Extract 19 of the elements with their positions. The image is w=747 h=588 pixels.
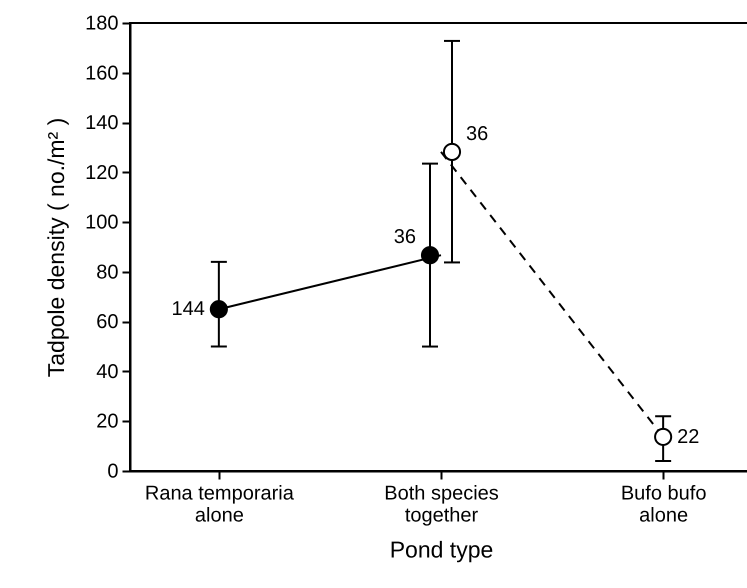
x-tick-label: Rana temporaria alone [144,482,295,526]
y-tick-label: 120 [85,162,118,184]
annotation: 36 [466,122,488,145]
x-axis-title: Pond type [390,536,494,562]
annotation: 144 [171,298,205,320]
y-axis-title: Tadpole density ( no./m² ) [43,118,70,378]
annotation: 36 [394,226,416,248]
y-tick-label: 80 [96,261,118,284]
y-tick-label: 100 [85,212,118,234]
annotation: 22 [677,426,700,448]
y-tick-label: 0 [107,460,118,482]
y-tick-label: 160 [85,62,118,84]
y-tick-label: 60 [96,311,118,334]
x-tick-label: Bufo bufo alone [620,482,706,526]
y-tick-label: 140 [85,112,118,134]
x-tick-label: Both species together [384,482,499,526]
y-tick-label: 40 [96,360,118,383]
y-tick-label: 20 [96,410,118,433]
y-tick-label: 180 [85,12,118,34]
